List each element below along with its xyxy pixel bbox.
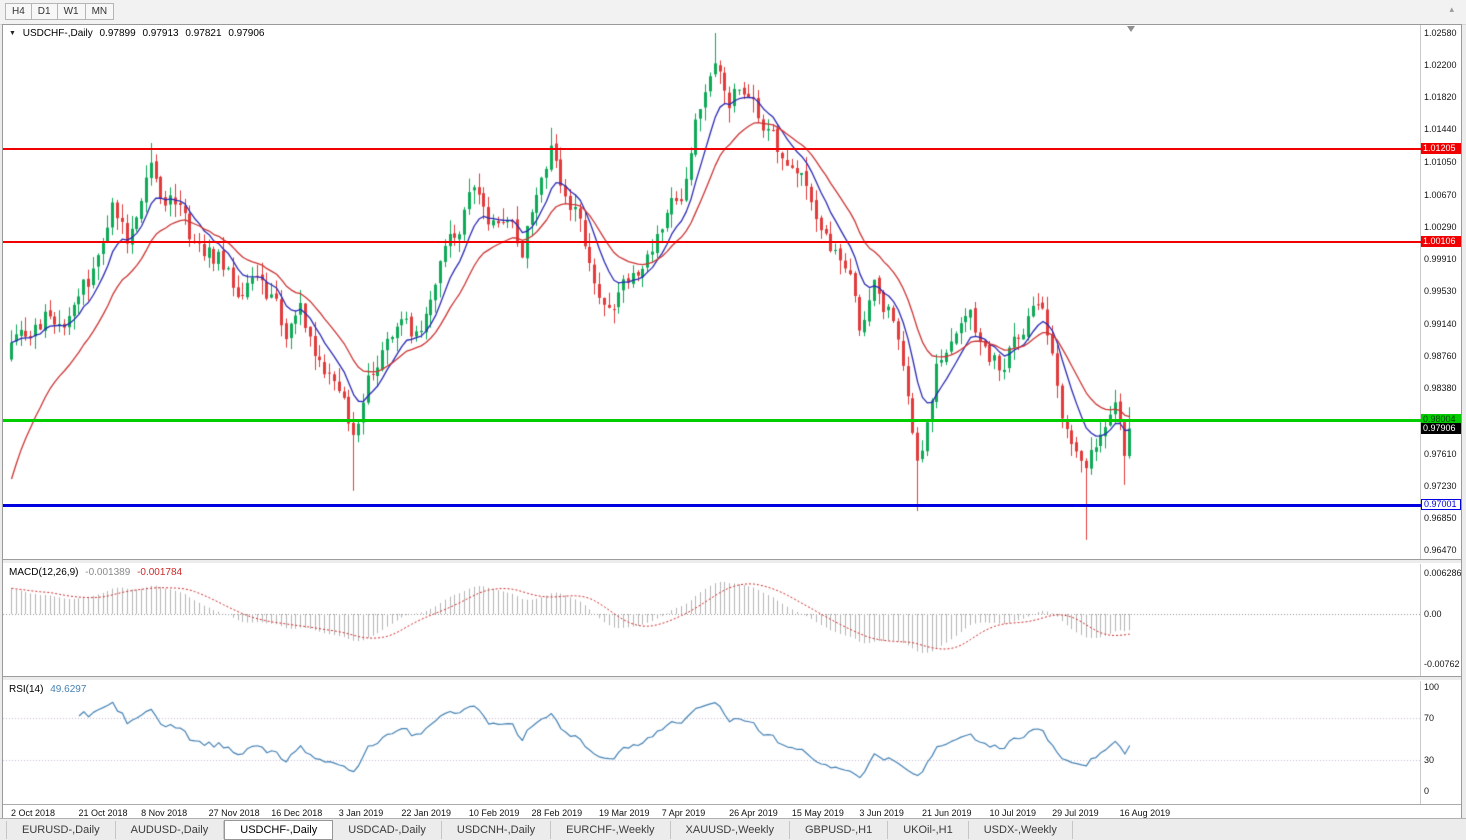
chart-shift-marker-icon[interactable] — [1127, 26, 1135, 32]
price-axis-tick: 1.02200 — [1424, 60, 1457, 71]
macd-indicator-panel: MACD(12,26,9) -0.001389 -0.001784 0.0062… — [3, 564, 1462, 676]
time-axis-label: 19 Mar 2019 — [599, 808, 650, 818]
chart-header: ▼ USDCHF-,Daily 0.97899 0.97913 0.97821 … — [9, 28, 268, 39]
toolbar-handle-icon[interactable]: ▴ — [1449, 4, 1454, 14]
chart-tab-usdcad-daily[interactable]: USDCAD-,Daily — [333, 820, 442, 839]
support-blue-price-label: 0.97001 — [1421, 499, 1461, 511]
chart-tab-usdx-weekly[interactable]: USDX-,Weekly — [969, 820, 1073, 839]
resistance-upper-line[interactable] — [3, 148, 1421, 151]
time-axis-label: 26 Apr 2019 — [729, 808, 778, 818]
rsi-indicator-panel: RSI(14) 49.6297 100 70 30 0 — [3, 681, 1461, 804]
price-axis-tick: 0.98380 — [1424, 383, 1457, 394]
chart-tab-audusd-daily[interactable]: AUDUSD-,Daily — [116, 820, 225, 839]
price-plot-area[interactable]: ▼ USDCHF-,Daily 0.97899 0.97913 0.97821 … — [3, 25, 1461, 559]
time-axis-label: 29 Jul 2019 — [1052, 808, 1099, 818]
time-axis-label: 3 Jan 2019 — [338, 808, 384, 818]
time-axis-label: 21 Jun 2019 — [921, 808, 972, 818]
rsi-axis-tick: 0 — [1424, 786, 1430, 796]
price-axis-tick: 1.00290 — [1424, 221, 1457, 232]
time-axis-label: 22 Jan 2019 — [401, 808, 451, 818]
rsi-value: 49.6297 — [50, 684, 87, 695]
timeframe-toolbar: H4 D1 W1 MN ▴ — [0, 0, 1466, 25]
price-axis-tick: 0.97230 — [1424, 480, 1457, 491]
rsi-axis-tick: 100 — [1424, 682, 1440, 692]
rsi-axis-tick: 70 — [1424, 713, 1435, 723]
time-axis[interactable]: 2 Oct 2018 21 Oct 2018 8 Nov 2018 27 Nov 20… — [3, 804, 1461, 822]
price-axis-tick: 0.99140 — [1424, 319, 1457, 330]
macd-main-value: -0.001389 — [85, 567, 131, 578]
chart-tab-eurchf-weekly[interactable]: EURCHF-,Weekly — [551, 820, 671, 839]
price-axis-tick: 0.96470 — [1424, 545, 1457, 555]
ohlc-open-value: 0.97899 — [99, 28, 136, 39]
macd-axis-tick: 0.00 — [1424, 609, 1442, 619]
chart-tab-gbpusd-h1[interactable]: GBPUSD-,H1 — [790, 820, 889, 839]
support-green-price-label: 0.98004 — [1421, 414, 1461, 426]
time-axis-label: 2 Oct 2018 — [11, 808, 56, 818]
chart-window: ▼ USDCHF-,Daily 0.97899 0.97913 0.97821 … — [2, 24, 1462, 822]
chart-tab-ukoil-h1[interactable]: UKOil-,H1 — [888, 820, 969, 839]
time-axis-label: 10 Feb 2019 — [468, 808, 520, 818]
time-axis-label: 15 May 2019 — [791, 808, 844, 818]
timeframe-button-d1[interactable]: D1 — [30, 3, 58, 20]
macd-label: MACD(12,26,9) -0.001389 -0.001784 — [9, 567, 186, 578]
resistance-lower-price-label: 1.00106 — [1421, 236, 1461, 248]
rsi-title: RSI(14) — [9, 684, 44, 695]
time-axis-label: 28 Feb 2019 — [531, 808, 583, 818]
price-axis-tick: 0.99530 — [1424, 286, 1457, 297]
ohlc-high-value: 0.97913 — [142, 28, 179, 39]
price-axis-tick: 0.97610 — [1424, 448, 1457, 459]
time-axis-label: 8 Nov 2018 — [141, 808, 188, 818]
timeframe-button-h4[interactable]: H4 — [5, 3, 32, 20]
chart-tab-usdcnh-daily[interactable]: USDCNH-,Daily — [442, 820, 552, 839]
chart-tabs-bar: EURUSD-,Daily AUDUSD-,Daily USDCHF-,Daily U… — [0, 818, 1466, 840]
time-axis-label: 3 Jun 2019 — [859, 808, 904, 818]
time-axis-label: 21 Oct 2018 — [78, 808, 128, 818]
timeframe-button-w1[interactable]: W1 — [56, 3, 86, 20]
ohlc-low-value: 0.97821 — [185, 28, 222, 39]
price-axis-tick: 0.99910 — [1424, 253, 1457, 264]
chart-tab-usdchf-daily[interactable]: USDCHF-,Daily — [224, 819, 334, 840]
time-axis-label: 16 Dec 2018 — [271, 808, 323, 818]
resistance-upper-price-label: 1.01205 — [1421, 143, 1461, 155]
support-green-line[interactable] — [3, 419, 1461, 423]
time-axis-label: 7 Apr 2019 — [661, 808, 706, 818]
time-axis-label: 16 Aug 2019 — [1119, 808, 1171, 818]
chart-tab-xauusd-weekly[interactable]: XAUUSD-,Weekly — [671, 820, 790, 839]
macd-axis-tick: -0.00762 — [1424, 659, 1460, 669]
price-axis-tick: 1.00670 — [1424, 189, 1457, 200]
macd-signal-value: -0.001784 — [137, 567, 183, 578]
resistance-lower-line[interactable] — [3, 241, 1421, 244]
timeframe-button-group: H4 D1 W1 MN — [5, 3, 115, 20]
rsi-axis[interactable]: 100 70 30 0 — [1420, 681, 1461, 804]
macd-axis-tick: 0.006286 — [1424, 568, 1462, 578]
panel-splitter[interactable] — [3, 559, 1461, 564]
rsi-label: RSI(14) 49.6297 — [9, 684, 90, 695]
rsi-canvas[interactable] — [3, 681, 1421, 804]
main-chart-panel: ▼ USDCHF-,Daily 0.97899 0.97913 0.97821 … — [3, 25, 1461, 559]
rsi-axis-tick: 30 — [1424, 755, 1435, 765]
chart-tab-eurusd-daily[interactable]: EURUSD-,Daily — [6, 820, 116, 839]
candlestick-canvas[interactable] — [3, 25, 1421, 559]
macd-title: MACD(12,26,9) — [9, 567, 79, 578]
price-axis-tick: 1.01440 — [1424, 124, 1457, 135]
panel-splitter[interactable] — [3, 676, 1461, 681]
macd-axis[interactable]: 0.006286 0.00 -0.00762 — [1420, 564, 1462, 676]
price-axis-tick: 1.01050 — [1424, 157, 1457, 168]
time-axis-label: 10 Jul 2019 — [989, 808, 1036, 818]
macd-canvas[interactable] — [3, 564, 1421, 676]
timeframe-button-mn[interactable]: MN — [84, 3, 115, 20]
ohlc-close-value: 0.97906 — [228, 28, 265, 39]
price-axis-tick: 0.98760 — [1424, 351, 1457, 362]
chart-symbol-label: USDCHF-,Daily — [22, 28, 93, 39]
time-axis-label: 27 Nov 2018 — [208, 808, 260, 818]
support-blue-line[interactable] — [3, 504, 1421, 508]
price-axis[interactable]: 1.02580 1.02200 1.01820 1.01440 1.01050 1.006… — [1420, 25, 1461, 559]
price-axis-tick: 1.02580 — [1424, 28, 1457, 38]
current-price-label: 0.97906 — [1421, 423, 1461, 435]
price-axis-tick: 1.01820 — [1424, 92, 1457, 103]
symbol-dropdown-icon[interactable]: ▼ — [9, 30, 16, 37]
price-axis-tick: 0.96850 — [1424, 512, 1457, 523]
